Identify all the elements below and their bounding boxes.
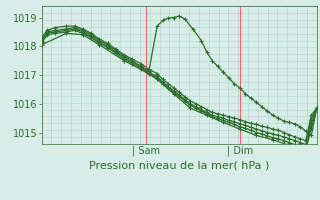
- X-axis label: Pression niveau de la mer( hPa ): Pression niveau de la mer( hPa ): [89, 160, 269, 170]
